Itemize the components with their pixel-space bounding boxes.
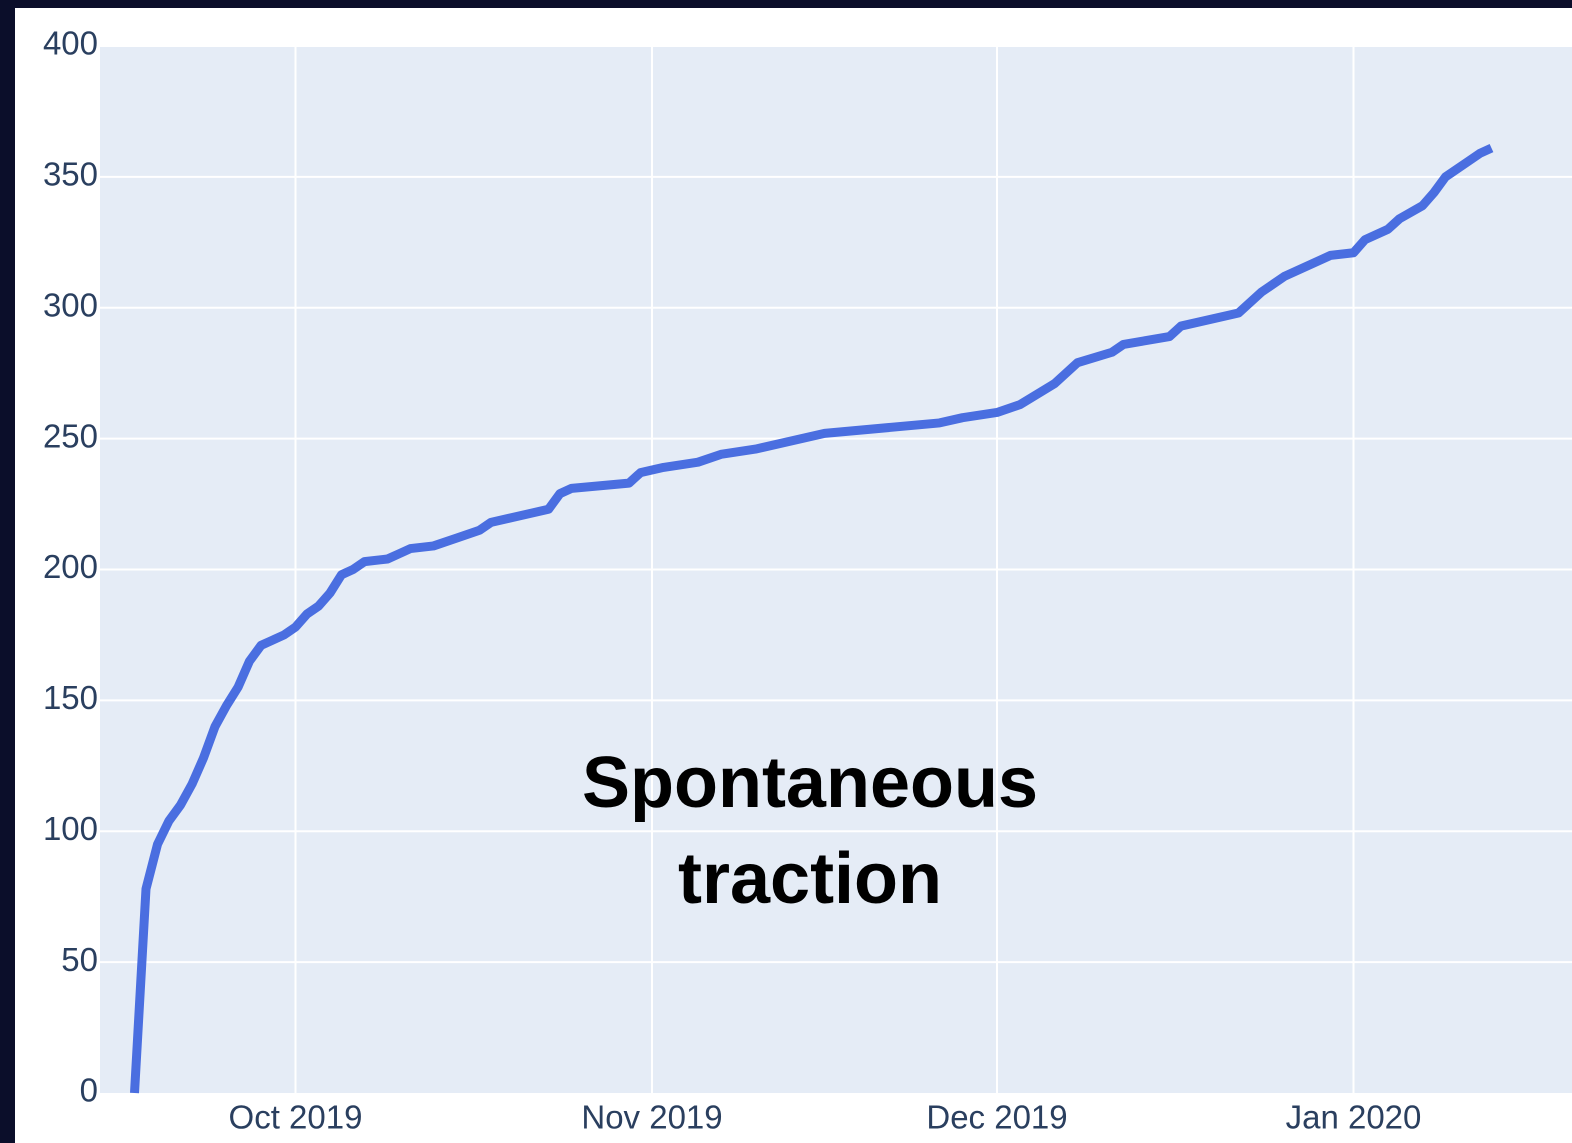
annotation: Spontaneous traction (581, 743, 1038, 919)
x-tick-label: Jan 2020 (1286, 1099, 1422, 1136)
line (130, 143, 1494, 1094)
y-tick-label: 300 (43, 286, 98, 323)
y-tick-label: 400 (43, 25, 98, 62)
y-tick-label: 250 (43, 417, 98, 454)
y-tick-label: 200 (43, 548, 98, 585)
y-tick-label: 50 (61, 941, 98, 978)
y-tick-label: 0 (80, 1072, 98, 1109)
y-tick-label: 100 (43, 810, 98, 847)
y-tick-label: 350 (43, 156, 98, 193)
y-tick-label: 150 (43, 679, 98, 716)
x-tick-label: Nov 2019 (581, 1099, 722, 1136)
x-tick-label: Dec 2019 (926, 1099, 1067, 1136)
x-tick-label: Oct 2019 (229, 1099, 363, 1136)
